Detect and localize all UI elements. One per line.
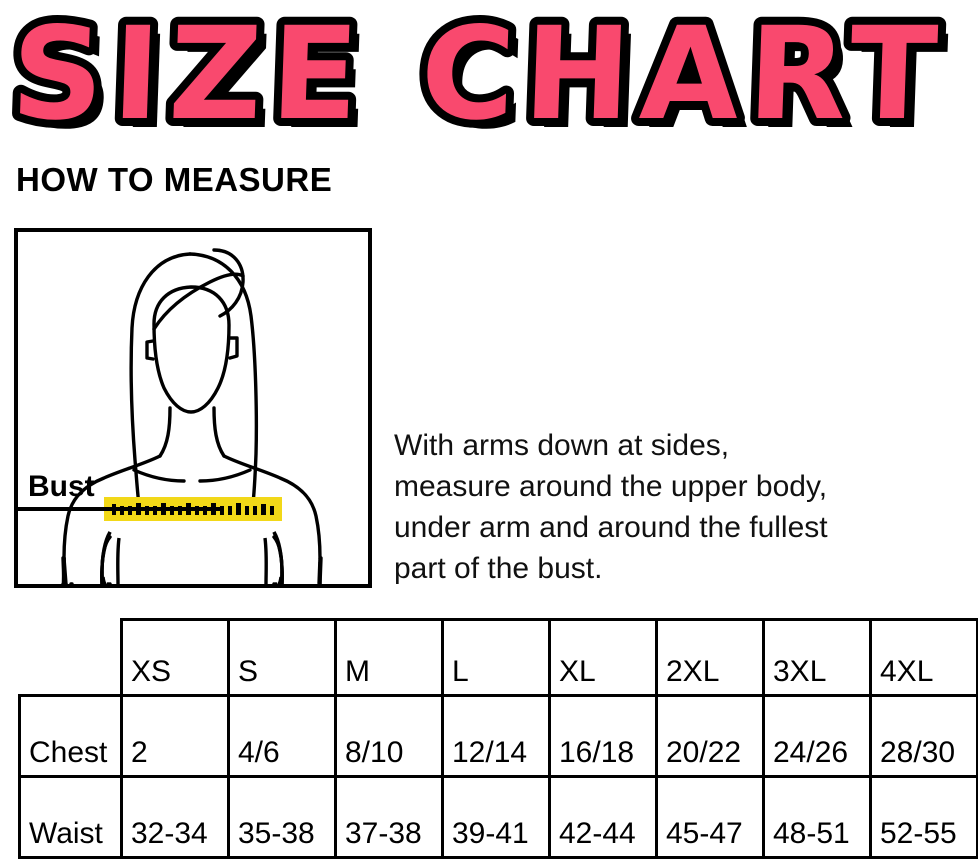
- table-row: Chest 2 4/6 8/10 12/14 16/18 20/22 24/26 28/30: [18, 694, 978, 778]
- instruction-line-3: under arm and around the fullest: [394, 511, 828, 544]
- instruction-line-4: part of the bust.: [394, 552, 603, 585]
- table-header-size-xl: XL: [548, 618, 658, 697]
- cell-chest-s: 4/6: [227, 694, 337, 778]
- instruction-line-1: With arms down at sides,: [394, 429, 730, 462]
- hair-bun: [212, 248, 245, 318]
- title-shadow: SIZE CHART: [19, 9, 959, 150]
- cell-waist-xl: 42-44: [548, 775, 658, 859]
- table-row: Waist 32-34 35-38 37-38 39-41 42-44 45-47 48-51…: [18, 775, 978, 859]
- cell-waist-xs: 32-34: [120, 775, 230, 859]
- title-fill: SIZE CHART: [9, 0, 949, 149]
- row-label-waist: Waist: [18, 775, 123, 859]
- page-title: SIZE CHART SIZE CHART SIZE CHART: [0, 0, 978, 150]
- collarbone-left: [132, 468, 186, 483]
- bangs: [152, 272, 245, 331]
- table-corner-cell: [20, 620, 122, 696]
- cell-waist-2xl: 45-47: [655, 775, 765, 859]
- bust-label: Bust: [28, 470, 95, 503]
- measure-instructions: With arms down at sides, measure around …: [394, 425, 978, 589]
- instruction-line-2: measure around the upper body,: [394, 470, 828, 503]
- bust-leader-line: [14, 507, 224, 511]
- cell-chest-2xl: 20/22: [655, 694, 765, 778]
- cell-waist-s: 35-38: [227, 775, 337, 859]
- left-ear: [145, 339, 155, 361]
- underarm-left-curve: [100, 531, 112, 584]
- cell-waist-3xl: 48-51: [762, 775, 872, 859]
- waist-right: [263, 537, 268, 584]
- waist-left: [116, 537, 121, 584]
- table-header-size-m: M: [334, 618, 444, 697]
- cell-chest-3xl: 24/26: [762, 694, 872, 778]
- shoulder-right: [222, 454, 322, 560]
- face-outline: [152, 285, 231, 414]
- cell-waist-4xl: 52-55: [869, 775, 978, 859]
- right-ear: [228, 336, 239, 360]
- cell-chest-m: 8/10: [334, 694, 444, 778]
- cell-chest-4xl: 28/30: [869, 694, 978, 778]
- cell-waist-m: 37-38: [334, 775, 444, 859]
- cell-chest-xs: 2: [120, 694, 230, 778]
- size-table-container: XS S M L XL 2XL 3XL 4XL Chest 2 4/6 8/10 12/14 16/18 2…: [18, 618, 978, 859]
- underarm-right-curve: [272, 531, 284, 584]
- hair-left-outline: [129, 252, 192, 516]
- size-chart-title-art: SIZE CHART SIZE CHART SIZE CHART: [1, 0, 959, 150]
- cell-waist-l: 39-41: [441, 775, 551, 859]
- cell-chest-l: 12/14: [441, 694, 551, 778]
- title-outline: SIZE CHART: [9, 0, 949, 149]
- table-header-row: XS S M L XL 2XL 3XL 4XL: [20, 618, 978, 697]
- table-header-size-s: S: [227, 618, 337, 697]
- hair-right-outline: [188, 252, 259, 514]
- table-header-size-l: L: [441, 618, 551, 697]
- neck-right: [212, 406, 226, 458]
- table-header-size-4xl: 4XL: [869, 618, 978, 697]
- measurement-diagram-box: [14, 228, 372, 588]
- table-header-size-xs: XS: [120, 618, 230, 697]
- table-header-size-3xl: 3XL: [762, 618, 872, 697]
- neck-left: [158, 406, 172, 458]
- cell-chest-xl: 16/18: [548, 694, 658, 778]
- female-figure-illustration: [61, 248, 323, 584]
- size-chart-table: XS S M L XL 2XL 3XL 4XL Chest 2 4/6 8/10 12/14 16/18 2…: [18, 618, 978, 859]
- shoulder-left: [62, 454, 162, 560]
- row-label-chest: Chest: [18, 694, 123, 778]
- collarbone-right: [198, 468, 252, 483]
- how-to-measure-heading: HOW TO MEASURE: [16, 161, 333, 198]
- table-header-size-2xl: 2XL: [655, 618, 765, 697]
